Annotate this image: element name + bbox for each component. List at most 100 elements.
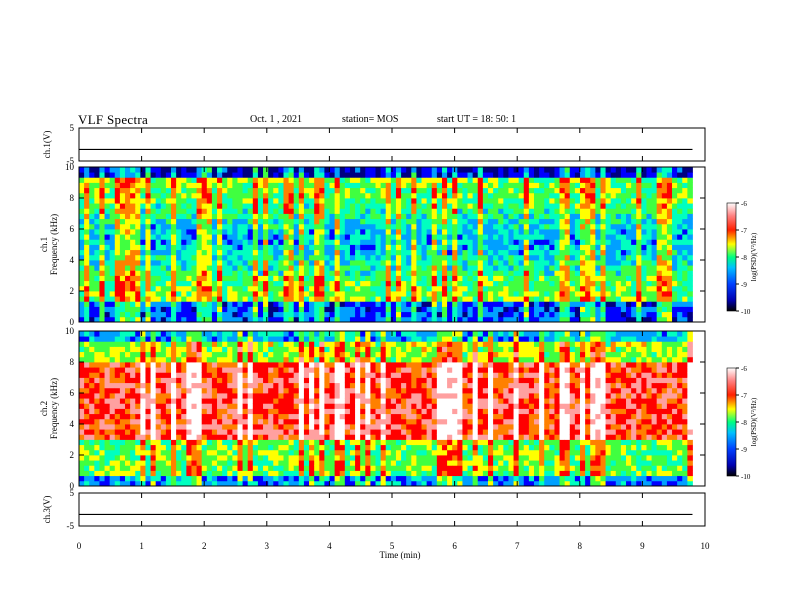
spectrogram-cell	[462, 177, 468, 183]
spectrogram-cell	[160, 418, 167, 425]
spectrogram-cell	[610, 265, 617, 271]
spectrogram-cell	[140, 346, 146, 353]
spectrogram-cell	[401, 254, 407, 261]
spectrogram-cell	[89, 234, 95, 240]
spectrogram-cell	[130, 408, 136, 415]
spectrogram-cell	[288, 449, 295, 456]
spectrogram-cell	[380, 244, 387, 251]
spectrogram-cell	[278, 455, 284, 461]
spectrogram-cell	[334, 187, 341, 194]
spectrogram-cell	[109, 351, 116, 358]
spectrogram-cell	[155, 203, 162, 209]
spectrogram-cell	[252, 239, 259, 245]
spectrogram-cell	[186, 234, 192, 240]
spectrogram-cell	[293, 470, 300, 477]
spectrogram-cell	[380, 167, 387, 173]
spectrogram-cell	[165, 218, 172, 225]
spectrogram-cell	[176, 182, 182, 189]
spectrogram-cell	[160, 177, 167, 183]
spectrogram-cell	[252, 403, 259, 409]
spectrogram-cell	[257, 351, 264, 358]
spectrogram-cell	[140, 198, 146, 204]
spectrogram-cell	[620, 260, 627, 266]
spectrogram-cell	[268, 223, 274, 230]
spectrogram-cell	[84, 455, 90, 461]
spectrogram-cell	[528, 249, 535, 256]
spectrogram-cell	[150, 387, 157, 394]
spectrogram-cell	[252, 306, 259, 313]
spectrogram-cell	[344, 192, 351, 199]
spectrogram-cell	[227, 182, 233, 189]
spectrogram-cell	[462, 291, 468, 297]
spectrogram-cell	[339, 275, 346, 282]
spectrogram-cell	[263, 408, 269, 415]
spectrogram-cell	[196, 187, 203, 194]
spectrogram-cell	[145, 346, 151, 353]
spectrogram-cell	[119, 398, 126, 404]
spectrogram-cell	[232, 387, 238, 394]
spectrogram-cell	[590, 301, 596, 307]
spectrogram-cell	[283, 182, 289, 189]
spectrogram-cell	[544, 218, 550, 225]
spectrogram-cell	[457, 239, 463, 245]
spectrogram-cell	[344, 187, 351, 194]
spectrogram-cell	[104, 234, 111, 240]
spectrogram-cell	[252, 387, 259, 394]
spectrogram-cell	[324, 239, 330, 245]
spectrogram-cell	[365, 244, 371, 251]
spectrogram-cell	[104, 449, 111, 456]
spectrogram-cell	[191, 270, 197, 276]
spectrogram-cell	[288, 311, 295, 318]
spectrogram-cell	[79, 213, 85, 220]
spectrogram-cell	[160, 367, 167, 373]
spectrogram-cell	[186, 434, 192, 440]
spectrogram-cell	[155, 398, 162, 404]
spectrogram-cell	[257, 167, 264, 173]
spectrogram-cell	[641, 239, 647, 245]
spectrogram-cell	[125, 424, 131, 430]
spectrogram-cell	[626, 208, 632, 214]
spectrogram-cell	[222, 351, 228, 358]
spectrogram-cell	[395, 182, 402, 189]
spectrogram-cell	[268, 393, 274, 399]
spectrogram-cell	[600, 249, 606, 256]
spectrogram-cell	[125, 356, 131, 363]
spectrogram-cell	[401, 301, 407, 307]
spectrogram-cell	[104, 387, 111, 394]
spectrogram-cell	[165, 260, 172, 266]
spectrogram-cell	[252, 439, 259, 446]
spectrogram-cell	[99, 408, 105, 415]
spectrogram-cell	[268, 316, 274, 323]
spectrogram-cell	[426, 229, 433, 235]
spectrogram-cell	[155, 331, 162, 337]
spectrogram-cell	[94, 408, 100, 415]
spectrogram-cell	[441, 172, 448, 178]
spectrogram-cell	[334, 316, 341, 323]
spectrogram-cell	[196, 203, 203, 209]
spectrogram-cell	[498, 167, 504, 173]
spectrogram-cell	[145, 356, 151, 363]
spectrogram-cell	[682, 275, 688, 282]
spectrogram-cell	[196, 403, 203, 409]
spectrogram-cell	[191, 301, 197, 307]
spectrogram-cell	[651, 291, 658, 297]
spectrogram-cell	[252, 424, 259, 430]
spectrogram-cell	[186, 296, 192, 302]
spectrogram-cell	[247, 296, 254, 302]
spectrogram-cell	[130, 331, 136, 337]
spectrogram-cell	[263, 382, 269, 389]
spectrogram-cell	[641, 167, 647, 173]
spectrogram-cell	[94, 439, 100, 446]
spectrogram-cell	[222, 434, 228, 440]
spectrogram-cell	[641, 244, 647, 251]
spectrogram-cell	[186, 382, 192, 389]
spectrogram-cell	[176, 177, 182, 183]
spectrogram-cell	[303, 372, 310, 378]
spectrogram-cell	[528, 280, 535, 287]
spectrogram-cell	[426, 182, 433, 189]
spectrogram-cell	[666, 311, 673, 318]
spectrogram-cell	[206, 229, 213, 235]
spectrogram-cell	[114, 351, 121, 358]
spectrogram-cell	[365, 265, 371, 271]
spectrogram-cell	[370, 249, 376, 256]
